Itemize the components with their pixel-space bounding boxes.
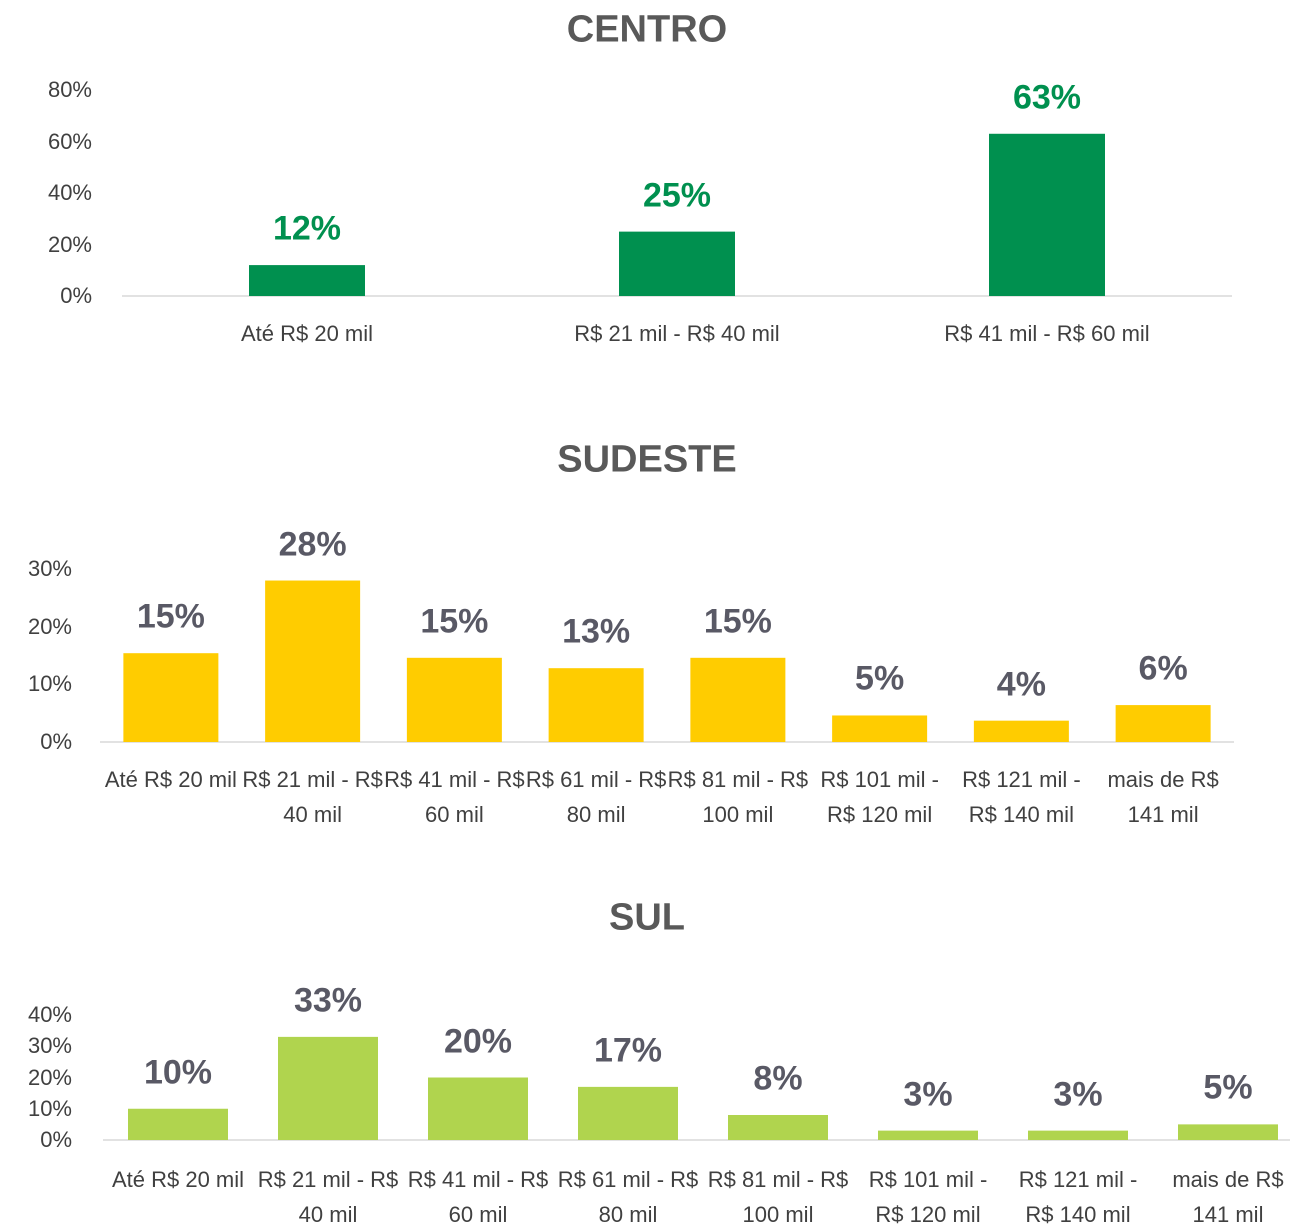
x-tick-label: R$ 21 mil - R$ 40 mil: [242, 767, 383, 827]
y-tick-label: 20%: [47, 231, 92, 257]
y-tick-label: 40%: [27, 1002, 72, 1027]
y-tick-label: 40%: [47, 180, 92, 205]
y-tick-label: 80%: [47, 77, 92, 102]
x-tick-label: R$ 41 mil - R$ 60 mil: [384, 767, 525, 827]
bar: [249, 265, 365, 296]
bar: [690, 657, 786, 742]
data-label: 15%: [703, 602, 772, 641]
x-tick-label: R$ 41 mil - R$ 60 mil: [407, 1167, 549, 1227]
data-label: 4%: [996, 665, 1046, 704]
bar: [989, 133, 1105, 296]
y-tick-label: 20%: [27, 613, 72, 639]
data-label: 15%: [136, 597, 205, 636]
data-label: 6%: [1138, 649, 1188, 688]
bar: [428, 1077, 528, 1140]
data-label: 25%: [642, 176, 712, 215]
y-tick-label: 30%: [27, 556, 72, 581]
data-label: 63%: [1012, 78, 1082, 117]
x-tick-label: R$ 121 mil - R$ 140 mil: [1018, 1167, 1138, 1227]
data-label: 8%: [753, 1059, 803, 1098]
y-tick-label: 10%: [27, 1095, 72, 1121]
y-tick-label: 30%: [27, 1033, 72, 1059]
x-tick-label: R$ 101 mil - R$ 120 mil: [820, 767, 939, 827]
x-tick-label: Até R$ 20 mil: [111, 1167, 245, 1192]
data-label: 10%: [143, 1053, 213, 1092]
bar: [123, 653, 219, 742]
bar: [265, 580, 361, 742]
data-label: 5%: [1203, 1068, 1253, 1107]
x-tick-label: Até R$ 20 mil: [240, 321, 374, 346]
x-tick-label: R$ 61 mil - R$ 80 mil: [525, 767, 667, 827]
bar: [878, 1130, 978, 1140]
bar: [578, 1086, 678, 1140]
bar: [728, 1115, 828, 1140]
bar: [832, 715, 928, 742]
data-label: 5%: [855, 659, 905, 698]
bar: [278, 1036, 378, 1140]
y-tick-label: 0%: [40, 729, 72, 754]
y-tick-label: 0%: [40, 1127, 72, 1152]
chart-title: SUL: [609, 896, 685, 939]
data-label: 12%: [272, 209, 342, 248]
x-tick-label: R$ 41 mil - R$ 60 mil: [944, 321, 1150, 346]
bar: [1115, 705, 1211, 742]
x-tick-label: R$ 21 mil - R$ 40 mil: [574, 321, 780, 346]
data-label: 28%: [278, 525, 347, 564]
bar: [1028, 1130, 1128, 1140]
x-tick-label: R$ 21 mil - R$ 40 mil: [257, 1167, 399, 1227]
bar: [548, 668, 644, 742]
y-tick-label: 60%: [47, 128, 92, 154]
y-tick-label: 0%: [60, 283, 92, 308]
data-label: 20%: [443, 1022, 513, 1060]
bar: [128, 1108, 228, 1140]
bar: [1178, 1124, 1278, 1140]
data-label: 33%: [293, 981, 363, 1020]
bar: [973, 720, 1069, 742]
bar: [619, 231, 735, 296]
data-label: 3%: [903, 1075, 953, 1114]
data-label: 3%: [1053, 1075, 1103, 1114]
x-tick-label: mais de R$ 141 mil: [1172, 1167, 1284, 1227]
x-tick-label: mais de R$ 141 mil: [1107, 767, 1219, 827]
data-label: 13%: [562, 612, 631, 651]
chart-title: SUDESTE: [557, 438, 737, 481]
chart-title: CENTRO: [566, 8, 728, 51]
y-tick-label: 10%: [27, 671, 72, 697]
x-tick-label: R$ 121 mil - R$ 140 mil: [962, 767, 1081, 827]
data-label: 17%: [593, 1031, 663, 1070]
x-tick-label: R$ 101 mil - R$ 120 mil: [868, 1167, 988, 1227]
bar: [406, 657, 502, 742]
y-tick-label: 20%: [27, 1064, 72, 1090]
data-label: 15%: [420, 602, 489, 641]
x-tick-label: R$ 61 mil - R$ 80 mil: [557, 1167, 699, 1227]
x-tick-label: R$ 81 mil - R$ 100 mil: [667, 767, 809, 827]
x-tick-label: R$ 81 mil - R$ 100 mil: [707, 1167, 849, 1227]
x-tick-label: Até R$ 20 mil: [104, 767, 237, 792]
